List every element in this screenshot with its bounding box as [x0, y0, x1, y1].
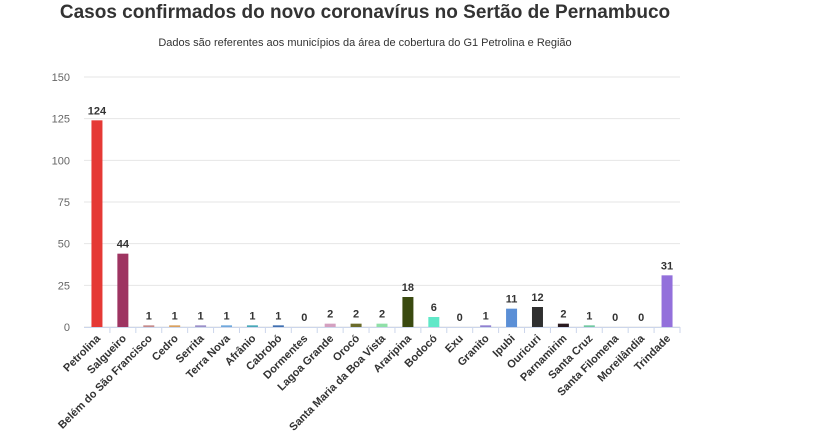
data-label: 1: [223, 310, 229, 322]
y-tick-label: 100: [52, 155, 70, 167]
bar: [221, 325, 233, 327]
data-label: 2: [379, 309, 385, 321]
data-label: 6: [431, 302, 437, 314]
data-label: 12: [531, 292, 543, 304]
chart-title: Casos confirmados do novo coronavírus no…: [59, 2, 671, 23]
data-label: 1: [483, 310, 489, 322]
y-tick-label: 25: [58, 280, 70, 292]
data-label: 124: [88, 105, 107, 117]
data-label: 11: [506, 294, 518, 306]
y-tick-label: 50: [58, 239, 70, 251]
data-label: 18: [402, 282, 414, 294]
bar: [350, 323, 362, 327]
category-label: Exu: [443, 333, 466, 356]
data-label: 1: [249, 310, 255, 322]
data-label: 1: [198, 310, 204, 322]
data-label: 2: [353, 309, 359, 321]
data-label: 0: [638, 312, 644, 324]
bar: [324, 323, 336, 327]
data-label: 0: [301, 312, 307, 324]
bar: [402, 297, 414, 327]
bar: [169, 325, 181, 327]
bar: [583, 325, 595, 327]
bars: [91, 120, 673, 327]
bar: [376, 323, 388, 327]
data-label: 2: [560, 309, 566, 321]
y-tick-label: 75: [58, 197, 70, 209]
bar: [195, 325, 207, 327]
data-label: 31: [661, 260, 673, 272]
data-label: 1: [275, 310, 281, 322]
bar: [143, 325, 155, 327]
bar: [661, 275, 673, 327]
y-tick-label: 0: [64, 322, 70, 334]
bar: [428, 317, 440, 327]
gridlines: [84, 76, 680, 328]
bar: [531, 307, 543, 327]
bar: [272, 325, 284, 327]
data-label: 1: [172, 310, 178, 322]
bar: [246, 325, 258, 327]
bar: [117, 253, 129, 327]
y-axis-ticks: 0 25 50 75 100 125 150: [52, 72, 70, 334]
data-label: 0: [457, 312, 463, 324]
y-tick-label: 150: [52, 72, 70, 84]
y-tick-label: 125: [52, 114, 70, 126]
bar: [557, 323, 569, 327]
data-label: 2: [327, 309, 333, 321]
chart-subtitle: Dados são referentes aos municípios da á…: [158, 37, 572, 49]
bar: [480, 325, 492, 327]
data-label: 44: [117, 239, 130, 251]
bar: [91, 120, 103, 327]
data-label: 1: [586, 310, 592, 322]
data-label: 0: [612, 312, 618, 324]
data-label: 1: [146, 310, 152, 322]
bar: [506, 308, 518, 327]
